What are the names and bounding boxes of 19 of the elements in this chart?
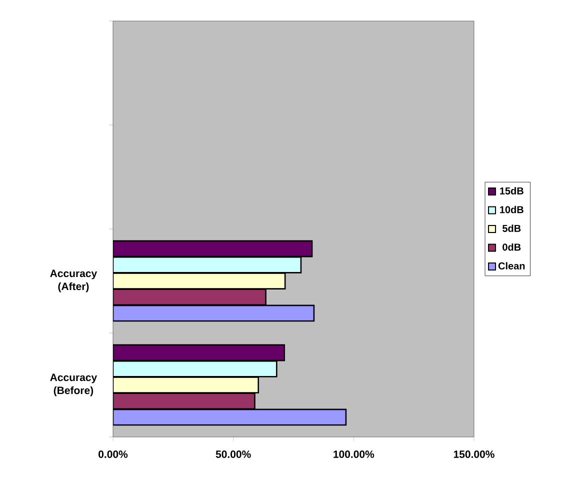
legend-label: Clean xyxy=(498,262,525,270)
bar xyxy=(113,344,286,362)
y-tick-label: Accuracy (Before) xyxy=(50,374,98,396)
bar xyxy=(113,408,347,426)
bar xyxy=(113,304,315,322)
legend-label: 10dB xyxy=(500,206,524,214)
x-tick-label: 100.00% xyxy=(334,450,374,458)
bar xyxy=(113,240,313,258)
legend-label: 15dB xyxy=(500,187,524,194)
bar xyxy=(113,360,278,378)
x-tick-label: 150.00% xyxy=(454,450,494,458)
bar xyxy=(113,392,256,410)
x-tick-label: 0.00% xyxy=(98,450,128,458)
y-tick-label: Accuracy (After) xyxy=(50,270,98,292)
bar xyxy=(113,256,302,274)
legend-label: 5dB xyxy=(502,224,521,232)
bar xyxy=(113,288,266,306)
legend-label: 0dB xyxy=(502,243,521,251)
x-tick-label: 50.00% xyxy=(216,450,251,458)
